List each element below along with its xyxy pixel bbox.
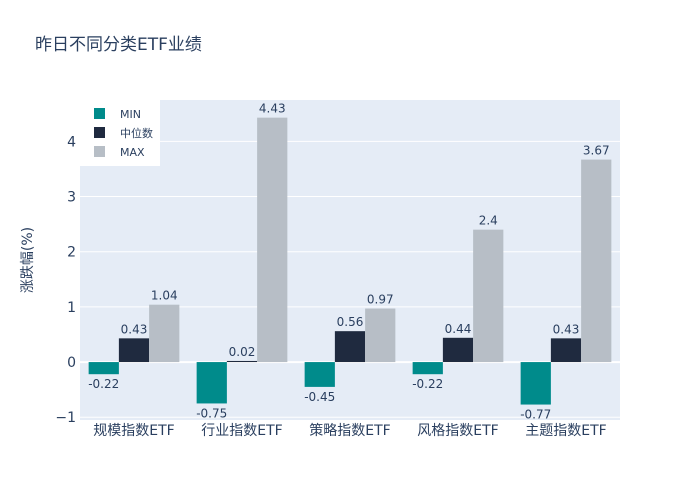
bar-value-label: 0.97: [367, 293, 394, 307]
bar-value-label: 0.43: [121, 322, 148, 336]
bar-value-label: -0.22: [88, 377, 119, 391]
x-axis-ticks: 规模指数ETF 行业指数ETF 策略指数ETF 风格指数ETF 主题指数ETF: [93, 422, 606, 439]
bar-value-label: 4.43: [259, 102, 286, 116]
bar: [257, 117, 288, 363]
bar: [520, 362, 551, 405]
bar: [412, 362, 443, 375]
bar-value-label: -0.77: [520, 408, 551, 422]
bar-value-label: 2.4: [479, 214, 498, 228]
chart-title: 昨日不同分类ETF业绩: [35, 35, 202, 55]
bar-value-label: 0.02: [229, 345, 256, 359]
y-axis-title: 涨跌幅(%): [20, 227, 36, 293]
bar-value-label: 0.56: [337, 315, 364, 329]
legend-label: MAX: [120, 146, 145, 159]
bar: [196, 362, 227, 404]
bar-value-label: -0.75: [196, 406, 227, 420]
y-tick-label: 4: [67, 134, 76, 150]
x-tick-label: 行业指数ETF: [201, 423, 282, 439]
bar: [88, 362, 119, 375]
bar-value-label: -0.22: [412, 377, 443, 391]
y-tick-label: 2: [67, 245, 76, 261]
bar-value-label: 3.67: [583, 144, 610, 158]
bar-value-label: 0.44: [445, 322, 472, 336]
bar: [473, 229, 504, 363]
y-axis-ticks: −1 0 1 2 3 4: [55, 134, 76, 426]
legend: MIN 中位数 MAX: [80, 100, 160, 166]
bar: [442, 337, 474, 363]
legend-label: 中位数: [120, 126, 153, 140]
legend-label: MIN: [120, 108, 141, 121]
bar-value-label: 1.04: [151, 289, 178, 303]
x-tick-label: 主题指数ETF: [525, 423, 606, 439]
bar: [581, 159, 612, 363]
y-tick-label: −1: [55, 410, 76, 426]
bar: [118, 338, 150, 363]
x-tick-label: 风格指数ETF: [417, 423, 498, 439]
bar: [226, 360, 258, 363]
bar-value-label: 0.43: [553, 322, 580, 336]
data-labels: -0.22 0.43 1.04 -0.75 0.02 4.43 -0.45 0.560.97 -…: [88, 102, 609, 422]
legend-swatch: [94, 127, 105, 138]
bar: [365, 308, 396, 363]
y-tick-label: 0: [67, 355, 76, 371]
bar: [304, 362, 335, 387]
bar: [334, 331, 366, 363]
bars: [88, 117, 612, 405]
bar-value-label: -0.45: [304, 390, 335, 404]
x-tick-label: 策略指数ETF: [309, 422, 390, 439]
legend-box: [80, 100, 160, 166]
x-tick-label: 规模指数ETF: [93, 423, 174, 439]
bar: [149, 304, 180, 363]
legend-swatch: [94, 108, 105, 119]
legend-swatch: [94, 146, 105, 157]
bar: [550, 338, 582, 363]
y-tick-label: 3: [67, 190, 76, 206]
y-tick-label: 1: [67, 300, 76, 316]
